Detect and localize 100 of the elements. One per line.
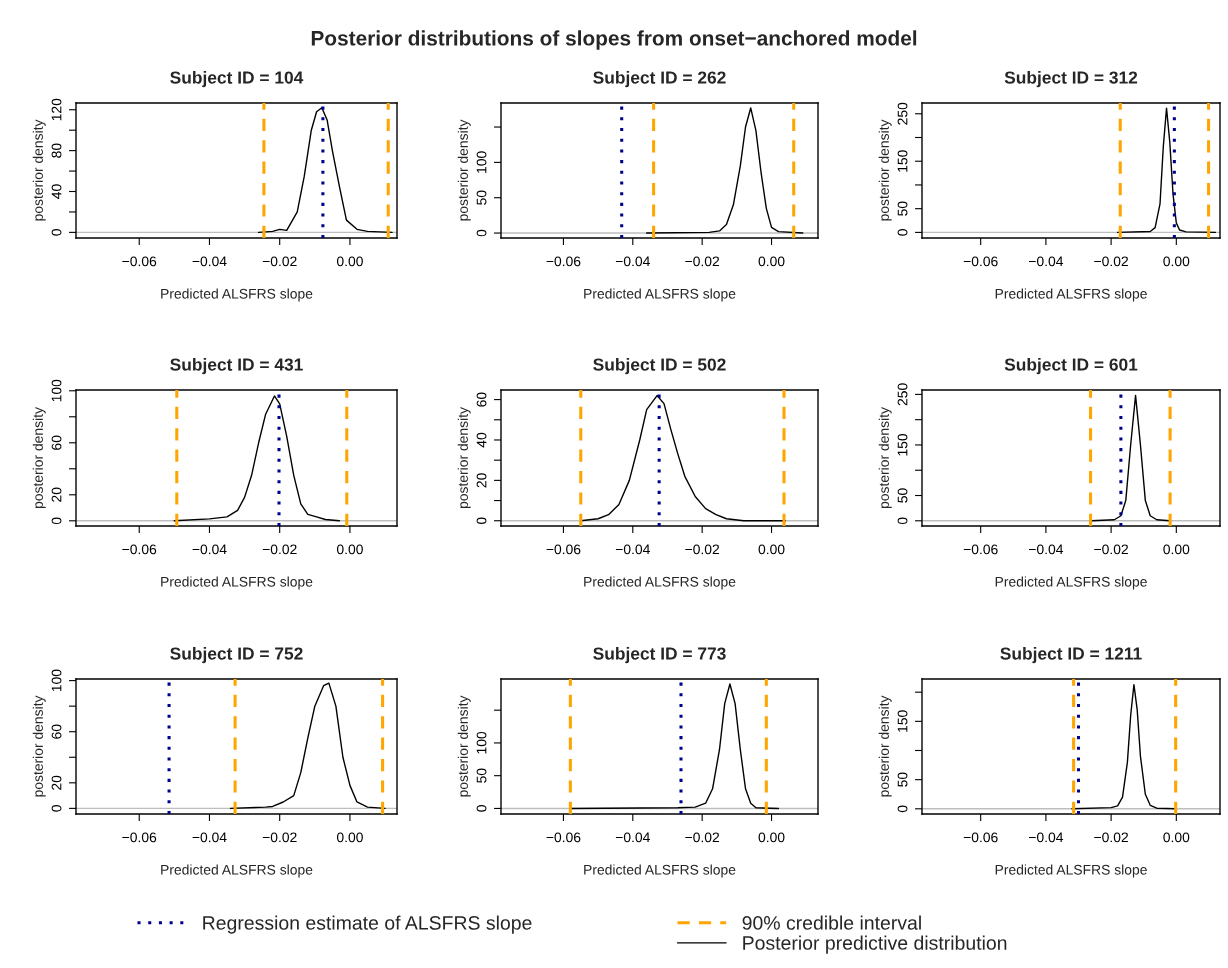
y-tick-label: 50 [897,201,908,216]
x-tick-label: −0.04 [615,832,650,843]
legend-label: Posterior predictive distribution [743,935,1007,954]
y-tick-label: 60 [51,435,62,450]
y-tick-label: 0 [476,517,487,525]
y-tick-label: 0 [476,805,487,812]
y-axis-title: posterior density [32,407,46,509]
x-tick-label: −0.06 [122,544,157,555]
x-tick-label: −0.02 [262,256,297,267]
y-tick-label: 60 [51,724,62,739]
x-tick-label: −0.06 [963,544,998,555]
x-tick-label: −0.04 [1029,256,1064,267]
y-tick-label: 40 [51,184,62,199]
y-tick-label: 0 [897,517,908,525]
y-axis-title: posterior density [878,695,892,797]
x-axis-title: Predicted ALSFRS slope [584,288,736,302]
x-tick-label: −0.06 [546,256,581,267]
x-tick-label: −0.06 [122,256,157,267]
y-axis-title: posterior density [32,695,46,797]
x-tick-label: 0.00 [1163,544,1190,555]
y-tick-label: 50 [897,488,908,503]
line-series [569,683,780,810]
y-tick-label: 50 [476,768,487,783]
y-tick-label: 0 [897,805,908,813]
line-series [645,107,804,234]
x-tick-label: −0.02 [685,256,720,267]
y-tick-label: 80 [51,143,62,158]
x-tick-label: −0.04 [192,256,227,267]
x-tick-label: −0.02 [1094,544,1128,555]
x-tick-label: 0.00 [758,832,785,843]
x-tick-label: −0.02 [1094,256,1128,267]
y-tick-label: 50 [897,772,908,787]
x-tick-label: −0.04 [192,544,227,555]
y-tick-label: 0 [51,517,62,525]
chart-title: Subject ID = 773 [593,646,726,664]
x-axis-title: Predicted ALSFRS slope [161,288,313,302]
x-tick-label: −0.06 [963,256,998,267]
chart-title: Subject ID = 104 [170,70,304,88]
x-tick-label: −0.04 [192,832,227,843]
y-tick-label: 150 [897,433,908,456]
y-tick-label: 20 [51,775,62,790]
y-tick-label: 50 [476,190,487,205]
line-series [257,107,393,234]
x-tick-label: −0.04 [615,544,650,555]
x-axis-title: Predicted ALSFRS slope [161,864,313,878]
y-axis-title: posterior density [457,119,471,221]
x-tick-label: 0.00 [336,256,363,267]
chart-title: Subject ID = 431 [170,357,303,375]
x-tick-label: −0.04 [1029,832,1064,843]
legend-label: Regression estimate of ALSFRS slope [203,915,532,934]
x-axis-title: Predicted ALSFRS slope [161,576,313,590]
legend-label: 90% credible interval [742,915,921,930]
y-axis-title: posterior density [32,119,46,221]
chart-title: Subject ID = 312 [1004,70,1138,88]
y-tick-label: 100 [476,151,487,173]
x-tick-label: −0.02 [262,832,297,843]
line-series [173,395,341,522]
y-axis-title: posterior density [878,119,892,221]
y-tick-label: 0 [51,805,62,812]
y-tick-label: 100 [51,669,62,692]
x-tick-label: −0.06 [122,832,157,843]
x-axis-title: Predicted ALSFRS slope [995,288,1147,302]
y-tick-label: 100 [51,379,62,402]
line-series [229,682,386,810]
x-tick-label: 0.00 [758,544,785,555]
x-tick-label: 0.00 [336,832,363,843]
y-tick-label: 100 [476,731,487,754]
x-tick-label: −0.02 [1094,832,1128,843]
x-tick-label: 0.00 [758,256,785,267]
x-axis-title: Predicted ALSFRS slope [995,576,1147,590]
chart-title: Subject ID = 502 [593,357,726,375]
x-tick-label: −0.06 [546,544,581,555]
chart-title: Subject ID = 1211 [1000,646,1142,664]
text: Posterior distributions of slopes from onset−anchored model [311,30,917,50]
y-tick-label: 0 [51,229,62,236]
x-tick-label: −0.02 [685,832,720,843]
y-tick-label: 150 [897,710,908,732]
x-axis-title: Predicted ALSFRS slope [584,864,736,878]
y-tick-label: 150 [897,150,908,172]
x-axis-title: Predicted ALSFRS slope [995,864,1147,878]
x-tick-label: 0.00 [1163,256,1190,267]
y-tick-label: 40 [476,432,487,448]
y-axis-title: posterior density [878,407,892,509]
y-axis-title: posterior density [457,407,471,509]
x-tick-label: −0.02 [685,544,720,555]
line-series [1090,394,1171,522]
y-tick-label: 60 [476,392,487,407]
y-tick-label: 120 [51,98,62,121]
x-tick-label: 0.00 [1163,832,1190,843]
x-axis-title: Predicted ALSFRS slope [584,576,736,590]
x-tick-label: −0.04 [615,256,650,267]
chart-title: Subject ID = 262 [593,70,726,88]
x-tick-label: −0.06 [963,832,998,843]
y-tick-label: 250 [897,102,908,125]
y-tick-label: 0 [897,229,908,236]
x-tick-label: −0.02 [262,544,297,555]
y-tick-label: 250 [897,383,908,406]
x-tick-label: −0.06 [546,832,581,843]
y-tick-label: 0 [476,229,487,237]
y-tick-label: 20 [51,487,62,502]
